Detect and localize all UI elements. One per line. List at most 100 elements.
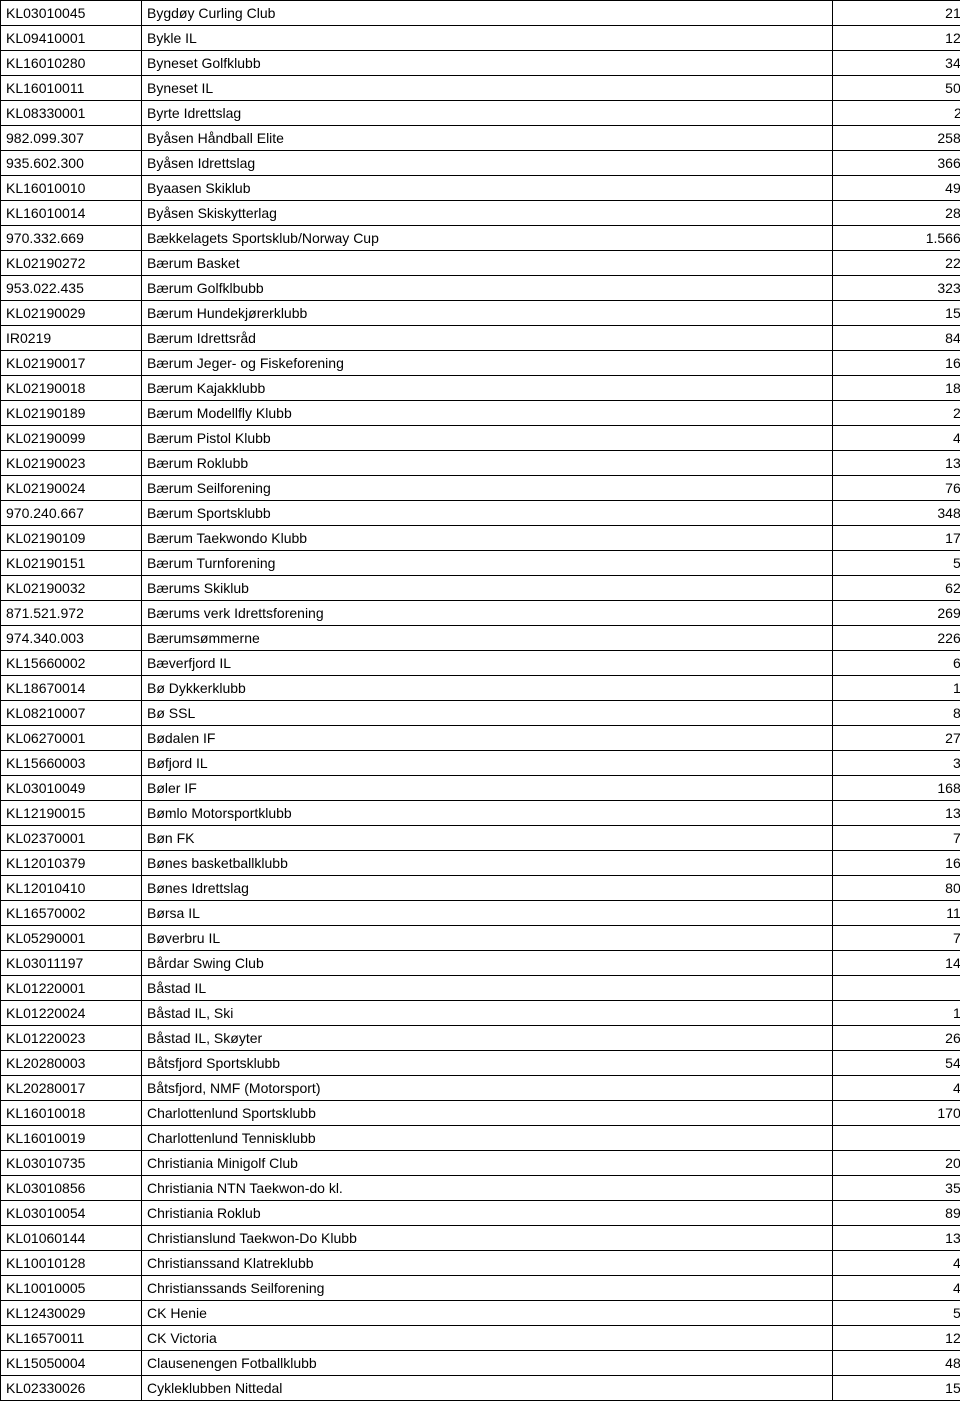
- cell-name: Bærum Pistol Klubb: [142, 426, 833, 451]
- cell-name: Bærum Kajakklubb: [142, 376, 833, 401]
- cell-value: 84.077: [833, 326, 960, 351]
- table-row: KL06270001Bødalen IF27.587: [1, 726, 960, 751]
- cell-name: Bæverfjord IL: [142, 651, 833, 676]
- cell-id: KL06270001: [1, 726, 142, 751]
- table-row: IR0219Bærum Idrettsråd84.077: [1, 326, 960, 351]
- cell-id: KL20280003: [1, 1051, 142, 1076]
- cell-value: 3.759: [833, 751, 960, 776]
- cell-id: 982.099.307: [1, 126, 142, 151]
- cell-id: KL02190151: [1, 551, 142, 576]
- cell-name: Bærum Golfklbubb: [142, 276, 833, 301]
- cell-name: Byåsen Idrettslag: [142, 151, 833, 176]
- cell-id: KL20280017: [1, 1076, 142, 1101]
- cell-name: Byåsen Skiskytterlag: [142, 201, 833, 226]
- cell-name: Christiania NTN Taekwon-do kl.: [142, 1176, 833, 1201]
- cell-id: 871.521.972: [1, 601, 142, 626]
- table-row: KL02190023Bærum Roklubb13.249: [1, 451, 960, 476]
- table-row: KL15660003Bøfjord IL3.759: [1, 751, 960, 776]
- cell-value: 4.573: [833, 1276, 960, 1301]
- cell-id: KL02190272: [1, 251, 142, 276]
- cell-id: KL16010018: [1, 1101, 142, 1126]
- table-row: KL16010014Byåsen Skiskytterlag28.823: [1, 201, 960, 226]
- cell-value: 7.221: [833, 826, 960, 851]
- cell-name: Bærumsømmerne: [142, 626, 833, 651]
- table-row: KL20280003Båtsfjord Sportsklubb54.887: [1, 1051, 960, 1076]
- cell-name: Bærum Idrettsråd: [142, 326, 833, 351]
- cell-name: Bøn FK: [142, 826, 833, 851]
- cell-id: KL01220024: [1, 1001, 142, 1026]
- cell-value: 348.040: [833, 501, 960, 526]
- cell-value: 1.566.306: [833, 226, 960, 251]
- cell-id: KL02190189: [1, 401, 142, 426]
- cell-value: 4.176: [833, 1251, 960, 1276]
- cell-value: 54.887: [833, 1051, 960, 1076]
- cell-id: KL02190029: [1, 301, 142, 326]
- cell-id: 970.332.669: [1, 226, 142, 251]
- cell-name: Bøfjord IL: [142, 751, 833, 776]
- cell-value: 48.593: [833, 1351, 960, 1376]
- table-row: KL02190017Bærum Jeger- og Fiskeforening1…: [1, 351, 960, 376]
- table-row: KL09410001Bykle IL12.926: [1, 26, 960, 51]
- cell-value: 1.587: [833, 1001, 960, 1026]
- cell-id: KL03010054: [1, 1201, 142, 1226]
- cell-value: 170.976: [833, 1101, 960, 1126]
- table-row: KL16010011Byneset IL50.288: [1, 76, 960, 101]
- cell-name: Båtsfjord Sportsklubb: [142, 1051, 833, 1076]
- cell-id: 970.240.667: [1, 501, 142, 526]
- cell-name: Bærums verk Idrettsforening: [142, 601, 833, 626]
- cell-value: 35.093: [833, 1176, 960, 1201]
- cell-value: 269.414: [833, 601, 960, 626]
- cell-id: KL03010856: [1, 1176, 142, 1201]
- cell-id: KL01220001: [1, 976, 142, 1001]
- cell-id: KL02190023: [1, 451, 142, 476]
- cell-id: KL15660002: [1, 651, 142, 676]
- cell-value: 22.482: [833, 251, 960, 276]
- table-row: KL02190032Bærums Skiklub62.828: [1, 576, 960, 601]
- cell-name: Christianssand Klatreklubb: [142, 1251, 833, 1276]
- cell-value: 21.206: [833, 1, 960, 26]
- cell-name: Bygdøy Curling Club: [142, 1, 833, 26]
- cell-id: KL10010128: [1, 1251, 142, 1276]
- cell-value: 50.288: [833, 76, 960, 101]
- table-row: KL10010005Christianssands Seilforening4.…: [1, 1276, 960, 1301]
- table-row: KL16010010Byaasen Skiklub49.985: [1, 176, 960, 201]
- cell-name: Bærum Taekwondo Klubb: [142, 526, 833, 551]
- cell-value: 495: [833, 976, 960, 1001]
- cell-value: 34.995: [833, 51, 960, 76]
- table-row: KL16010280Byneset Golfklubb34.995: [1, 51, 960, 76]
- cell-name: Båstad IL, Ski: [142, 1001, 833, 1026]
- cell-id: KL03011197: [1, 951, 142, 976]
- table-row: KL12430029CK Henie5.159: [1, 1301, 960, 1326]
- cell-value: 49.985: [833, 176, 960, 201]
- table-row: KL02190018Bærum Kajakklubb18.571: [1, 376, 960, 401]
- cell-name: Bønes basketballklubb: [142, 851, 833, 876]
- cell-id: KL02330026: [1, 1376, 142, 1401]
- cell-name: Børsa IL: [142, 901, 833, 926]
- table-row: KL03011197Bårdar Swing Club14.393: [1, 951, 960, 976]
- table-row: KL16010018Charlottenlund Sportsklubb170.…: [1, 1101, 960, 1126]
- table-row: KL03010045Bygdøy Curling Club21.206: [1, 1, 960, 26]
- cell-name: Christiania Minigolf Club: [142, 1151, 833, 1176]
- cell-name: Christianssands Seilforening: [142, 1276, 833, 1301]
- cell-name: Christiania Roklub: [142, 1201, 833, 1226]
- cell-value: 12.601: [833, 1326, 960, 1351]
- cell-name: Byneset IL: [142, 76, 833, 101]
- cell-name: Byneset Golfklubb: [142, 51, 833, 76]
- cell-id: KL02190032: [1, 576, 142, 601]
- cell-name: Bø SSL: [142, 701, 833, 726]
- cell-value: 17.054: [833, 526, 960, 551]
- table-row: 970.240.667Bærum Sportsklubb348.040: [1, 501, 960, 526]
- cell-value: 226.725: [833, 626, 960, 651]
- table-row: KL18670014Bø Dykkerklubb1.378: [1, 676, 960, 701]
- cell-value: 5.159: [833, 1301, 960, 1326]
- table-row: KL12010379Bønes basketballklubb16.543: [1, 851, 960, 876]
- cell-id: KL03010049: [1, 776, 142, 801]
- cell-value: 8.600: [833, 701, 960, 726]
- cell-name: Bækkelagets Sportsklub/Norway Cup: [142, 226, 833, 251]
- data-table: KL03010045Bygdøy Curling Club21.206KL094…: [0, 0, 960, 1401]
- table-row: KL16570002Børsa IL11.814: [1, 901, 960, 926]
- table-row: KL02190109Bærum Taekwondo Klubb17.054: [1, 526, 960, 551]
- cell-value: 366.952: [833, 151, 960, 176]
- cell-name: Båstad IL: [142, 976, 833, 1001]
- cell-value: 2.935: [833, 401, 960, 426]
